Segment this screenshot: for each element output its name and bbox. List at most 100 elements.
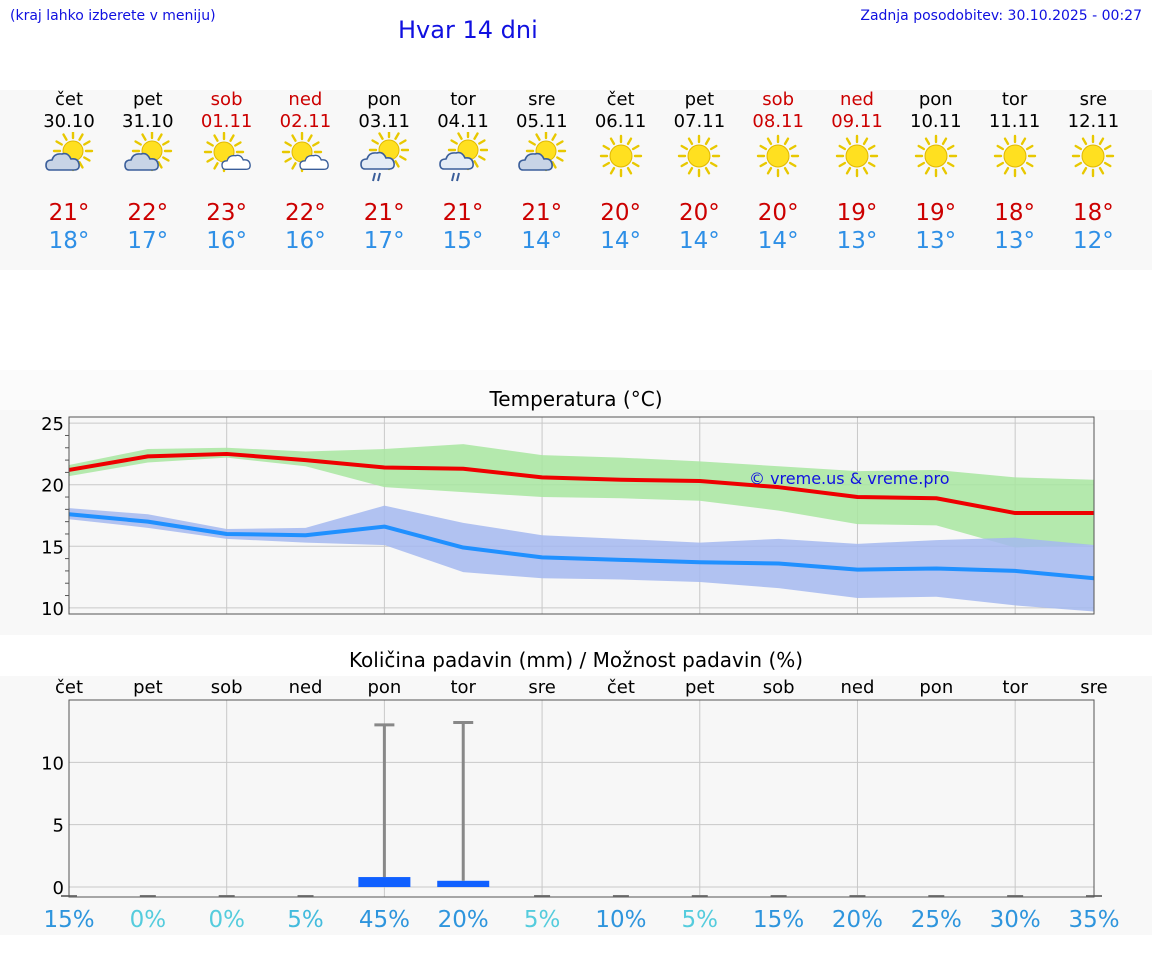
temp-point-max: [383, 466, 385, 468]
temp-point-max: [226, 453, 228, 455]
forecast-strip: [0, 90, 1152, 270]
temp-min: 16°: [285, 228, 326, 254]
x-category-label: sob: [211, 677, 243, 698]
precip-probability: 20%: [438, 907, 489, 933]
y-tick-label: 15: [41, 537, 64, 558]
temp-max: 21°: [48, 200, 90, 226]
day-name: tor: [1001, 89, 1028, 110]
forecast-day: ned 02.11 22° 16°: [266, 90, 344, 260]
day-name: čet: [606, 89, 635, 110]
sun-small-cloud-icon: [203, 132, 251, 173]
sun-icon: [835, 134, 879, 178]
precip-probability: 15%: [753, 907, 804, 933]
precip-probability: 10%: [595, 907, 646, 933]
forecast-day: sob 01.11 23° 16°: [188, 90, 266, 260]
forecast-day: pon 03.11 21° 17°: [345, 90, 423, 260]
y-tick-label: 5: [53, 816, 64, 837]
temp-band-max: [69, 444, 1094, 548]
precip-probability: 0%: [130, 907, 167, 933]
day-name: pet: [684, 89, 715, 110]
x-category-label: pon: [919, 677, 953, 698]
temp-max: 21°: [442, 200, 484, 226]
temp-line-min: [68, 512, 1095, 581]
y-tick-label: 10: [41, 753, 64, 774]
day-name: pon: [918, 89, 953, 110]
x-category-label: ned: [289, 677, 323, 698]
temp-max: 20°: [679, 200, 720, 226]
day-date: 05.11: [516, 111, 568, 132]
precip-probability: 5%: [524, 907, 561, 933]
temp-point-min: [699, 561, 701, 563]
precipitation-chart-title: Količina padavin (mm) / Možnost padavin …: [348, 648, 804, 672]
forecast-day: pon 10.11 19° 13°: [897, 90, 975, 260]
temp-max: 18°: [994, 200, 1035, 226]
precip-bar: [358, 877, 411, 888]
temp-point-min: [856, 569, 858, 571]
temp-point-min: [462, 547, 464, 549]
temp-max: 21°: [521, 200, 563, 226]
temp-point-min: [147, 521, 149, 523]
forecast-day: ned 09.11 19° 13°: [818, 90, 896, 260]
forecast-day: sre 05.11 21° 14°: [503, 90, 581, 260]
temp-min: 17°: [363, 228, 405, 254]
forecast-day: čet 06.11 20° 14°: [582, 90, 660, 260]
day-date: 08.11: [752, 111, 804, 132]
temp-point-min: [541, 556, 543, 558]
temp-point-min: [305, 534, 307, 536]
day-name: tor: [450, 89, 476, 110]
precip-probability: 0%: [208, 907, 245, 933]
day-name: sob: [762, 89, 795, 110]
precip-probability: 20%: [832, 907, 883, 933]
x-category-label: tor: [1002, 677, 1028, 698]
sun-cloud-rain-icon: [360, 132, 410, 182]
precipitation-chart: 0 5 10 čet pet sob ned pon tor sre čet pet sob ned pon…: [41, 677, 1119, 933]
sun-icon: [756, 134, 800, 178]
temp-point-max: [462, 468, 464, 470]
precip-probability: 30%: [990, 907, 1041, 933]
day-name: pet: [133, 89, 163, 110]
plot-area: [69, 700, 1094, 897]
day-date: 30.10: [43, 111, 95, 132]
precip-probability: 15%: [43, 907, 94, 933]
day-name: pon: [367, 89, 402, 110]
sun-small-cloud-icon: [282, 132, 330, 173]
forecast-day: pet 31.10 22° 17°: [109, 90, 187, 260]
day-date: 07.11: [673, 111, 726, 132]
temp-min: 13°: [915, 228, 957, 254]
day-name: ned: [840, 89, 874, 110]
temp-point-min: [778, 563, 780, 565]
y-tick-label: 0: [53, 878, 64, 899]
precip-bar: [437, 880, 490, 888]
precip-probability: 5%: [682, 907, 719, 933]
day-date: 01.11: [200, 111, 253, 132]
temp-point-max: [541, 476, 543, 478]
temp-min: 12°: [1073, 228, 1114, 254]
temp-point-max: [1014, 512, 1016, 514]
temp-max: 23°: [206, 200, 247, 226]
temp-point-max: [935, 497, 937, 499]
temp-point-max: [856, 496, 858, 498]
x-category-label: ned: [841, 677, 875, 698]
last-updated: Zadnja posodobitev: 30.10.2025 - 00:27: [860, 8, 1142, 24]
day-name: čet: [54, 89, 84, 110]
precip-probability: 35%: [1068, 907, 1119, 933]
sun-icon: [1072, 134, 1115, 178]
plot-frame: [68, 699, 1095, 898]
forecast-day: pet 07.11 20° 14°: [660, 90, 738, 260]
temp-max: 21°: [363, 200, 405, 226]
y-tick-label: 25: [41, 414, 64, 435]
temperature-chart-title: Temperatura (°C): [489, 387, 663, 411]
forecast-day: sre 12.11 18° 12°: [1054, 90, 1132, 260]
temp-min: 14°: [521, 228, 563, 254]
temp-min: 17°: [127, 228, 169, 254]
temp-min: 14°: [757, 228, 799, 254]
forecast-day: čet 30.10 21° 18°: [30, 90, 108, 260]
temp-max: 19°: [915, 200, 957, 226]
temp-max: 22°: [127, 200, 169, 226]
sun-cloud-icon: [517, 132, 566, 172]
day-date: 31.10: [122, 111, 174, 132]
location-hint-link[interactable]: (kraj lahko izberete v meniju): [10, 8, 216, 24]
temp-max: 18°: [1073, 200, 1114, 226]
sun-icon: [599, 134, 642, 178]
forecast-day: tor 11.11 18° 13°: [976, 90, 1054, 260]
